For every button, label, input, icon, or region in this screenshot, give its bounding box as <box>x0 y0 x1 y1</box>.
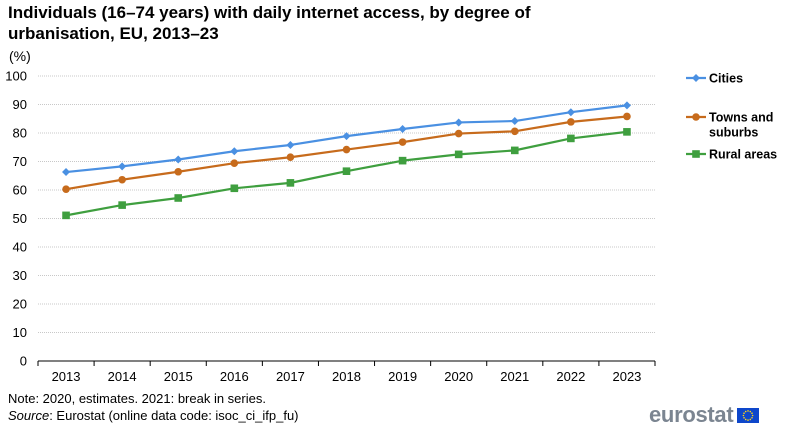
legend-item-cities: Cities <box>686 72 743 86</box>
y-tick-label-40: 40 <box>13 240 27 255</box>
data-point-rural-areas-2022 <box>567 134 575 143</box>
source-label: Source <box>8 408 50 423</box>
data-point-towns-and-suburbs-2023 <box>623 112 631 121</box>
data-point-rural-areas-2016 <box>230 184 239 193</box>
legend-item-towns-and-suburbs: Towns and suburbs <box>686 111 773 140</box>
y-tick-label-50: 50 <box>13 211 27 226</box>
data-point-cities-2019 <box>398 125 407 134</box>
y-tick-label-20: 20 <box>13 297 27 312</box>
series-towns-and-suburbs <box>62 112 631 193</box>
x-tick-label-2021: 2021 <box>500 369 529 384</box>
legend-label-towns-and-suburbs: Towns and suburbs <box>709 111 773 140</box>
x-tick-label-2014: 2014 <box>108 369 137 384</box>
x-tick-label-2015: 2015 <box>164 369 193 384</box>
data-point-towns-and-suburbs-2022 <box>567 118 575 126</box>
data-point-towns-and-suburbs-2018 <box>342 145 351 154</box>
data-point-rural-areas-2023 <box>623 128 631 136</box>
legend-marker-rural-areas <box>692 150 700 158</box>
data-point-cities-2023 <box>622 101 631 110</box>
data-point-towns-and-suburbs-2019 <box>398 138 407 146</box>
legend-label-rural-areas: Rural areas <box>709 148 777 162</box>
y-tick-label-90: 90 <box>13 97 27 112</box>
x-tick-label-2019: 2019 <box>388 369 417 384</box>
y-tick-label-0: 0 <box>20 354 27 369</box>
chart-title-line-1: Individuals (16–74 years) with daily int… <box>8 3 531 22</box>
chart-source: Source: Eurostat (online data code: isoc… <box>8 408 299 424</box>
chart-title: Individuals (16–74 years) with daily int… <box>8 2 708 44</box>
line-chart: 0 10 20 30 40 50 60 70 80 90 100 2013 2014 2015 2016 20… <box>5 69 777 385</box>
data-point-rural-areas-2019 <box>398 156 407 165</box>
y-axis-unit-label: (%) <box>9 48 31 64</box>
data-point-rural-areas-2015 <box>174 194 183 202</box>
data-point-cities-2020 <box>454 118 463 127</box>
data-point-towns-and-suburbs-2013 <box>62 185 70 193</box>
data-point-rural-areas-2014 <box>118 201 126 209</box>
data-point-towns-and-suburbs-2017 <box>286 153 295 162</box>
x-tick-label-2023: 2023 <box>612 369 641 384</box>
eurostat-logo-text: eurostat <box>649 402 734 427</box>
legend-label-cities: Cities <box>709 72 743 86</box>
x-tick-label-2013: 2013 <box>52 369 81 384</box>
data-point-cities-2021 <box>510 117 519 126</box>
legend: Cities Towns and suburbs Rural areas <box>686 72 777 162</box>
data-point-cities-2016 <box>230 147 239 156</box>
y-tick-label-60: 60 <box>13 183 27 198</box>
data-point-rural-areas-2020 <box>454 150 463 159</box>
series-layer <box>62 101 631 220</box>
legend-marker-towns-and-suburbs <box>692 113 700 121</box>
x-tick-label-2022: 2022 <box>556 369 585 384</box>
series-cities <box>62 101 631 177</box>
y-tick-label-100: 100 <box>5 69 27 84</box>
y-tick-label-80: 80 <box>13 126 27 141</box>
series-rural-areas <box>62 128 631 220</box>
data-point-towns-and-suburbs-2016 <box>230 159 239 168</box>
legend-marker-cities <box>692 74 700 82</box>
y-tick-label-70: 70 <box>13 154 27 169</box>
y-tick-label-10: 10 <box>13 325 27 340</box>
axes: 0 10 20 30 40 50 60 70 80 90 100 2013 2014 2015 2016 20… <box>5 69 656 384</box>
eurostat-logo: eurostat <box>649 402 760 427</box>
source-text: : Eurostat (online data code: isoc_ci_if… <box>49 408 299 423</box>
data-point-cities-2017 <box>286 140 295 149</box>
x-tick-label-2016: 2016 <box>220 369 249 384</box>
chart-title-line-2: urbanisation, EU, 2013–23 <box>8 24 219 43</box>
data-point-cities-2015 <box>174 155 183 164</box>
data-point-towns-and-suburbs-2015 <box>174 167 183 176</box>
x-tick-label-2018: 2018 <box>332 369 361 384</box>
chart-note: Note: 2020, estimates. 2021: break in se… <box>8 391 266 406</box>
x-tick-label-2020: 2020 <box>444 369 473 384</box>
data-point-rural-areas-2021 <box>510 146 519 155</box>
x-tick-label-2017: 2017 <box>276 369 305 384</box>
y-tick-label-30: 30 <box>13 268 27 283</box>
eu-flag-icon <box>737 407 760 423</box>
data-point-rural-areas-2013 <box>62 211 70 220</box>
data-point-cities-2013 <box>62 168 71 177</box>
data-point-cities-2022 <box>566 108 575 117</box>
data-point-towns-and-suburbs-2021 <box>510 127 519 136</box>
data-point-cities-2014 <box>118 162 127 171</box>
legend-item-rural-areas: Rural areas <box>686 148 777 162</box>
data-point-towns-and-suburbs-2020 <box>454 129 463 138</box>
data-point-rural-areas-2018 <box>342 167 351 175</box>
data-point-cities-2018 <box>342 132 351 141</box>
data-point-towns-and-suburbs-2014 <box>118 175 126 184</box>
data-point-rural-areas-2017 <box>286 179 295 187</box>
